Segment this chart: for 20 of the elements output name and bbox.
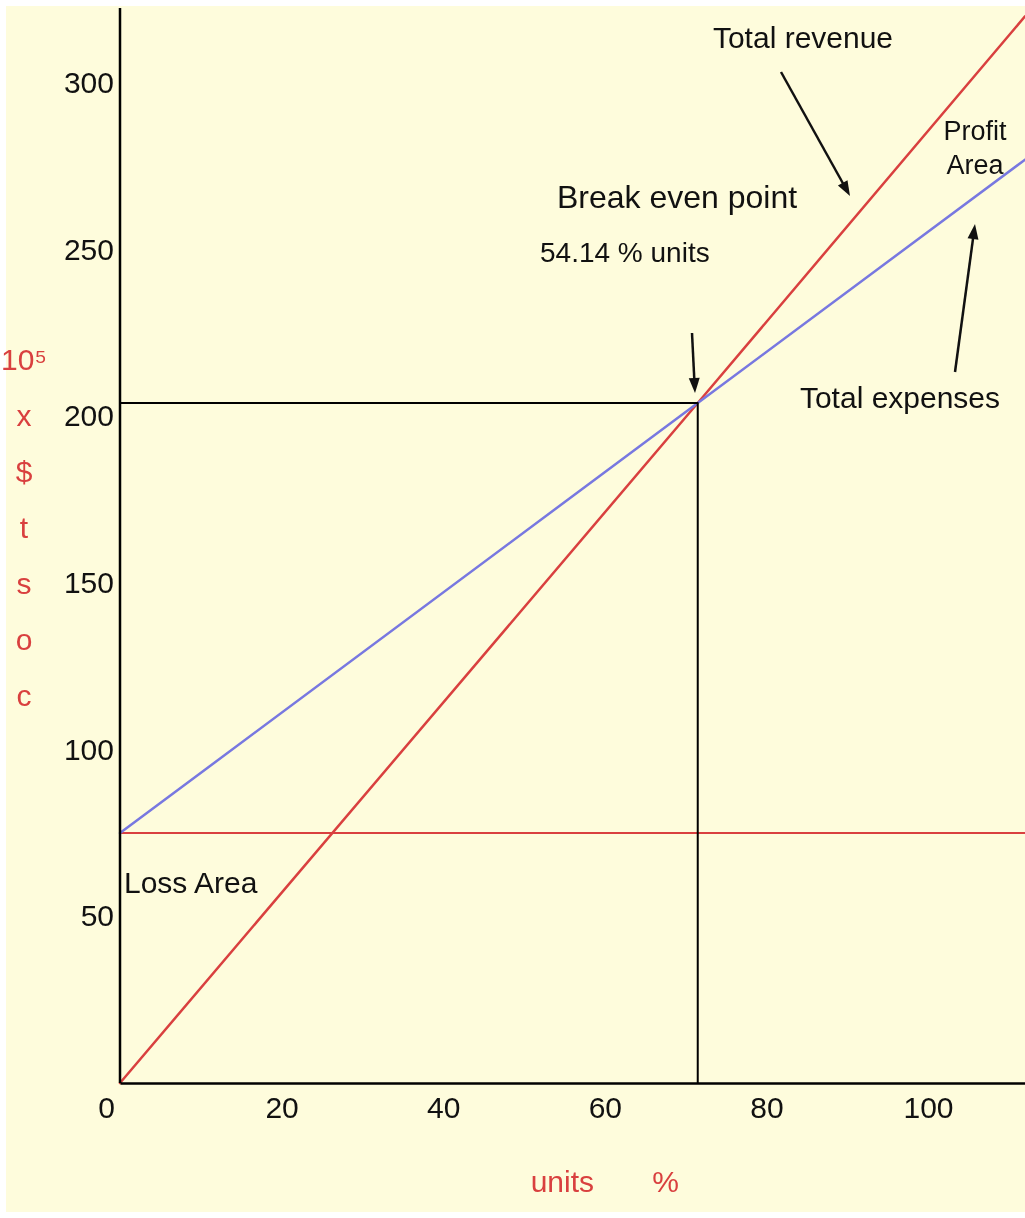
x-tick-label: 60 xyxy=(588,1091,623,1125)
y-tick-label: 150 xyxy=(63,566,114,600)
y-tick-label: 300 xyxy=(63,66,114,100)
y-tick-label: 200 xyxy=(63,399,114,433)
x-tick-label: 80 xyxy=(750,1091,784,1125)
annotation: Break even point xyxy=(556,179,798,215)
x-tick-label: 20 xyxy=(265,1091,299,1125)
annotation: Profit Area xyxy=(943,116,1007,180)
y-axis-title: 10⁵ x $ t s o c xyxy=(1,343,47,712)
x-tick-label: 40 xyxy=(427,1091,461,1125)
x-tick-label: 100 xyxy=(903,1091,954,1125)
text: Total revenue xyxy=(712,21,894,54)
annotation: Loss Area xyxy=(124,866,258,899)
annotation: 54.14 % units xyxy=(540,237,710,268)
y-tick-label: 100 xyxy=(63,732,114,766)
y-tick-label: 250 xyxy=(63,232,114,266)
series-label: Total expenses xyxy=(799,381,1001,414)
y-tick-label: 50 xyxy=(80,899,114,933)
x-axis-title: units % xyxy=(530,1165,680,1198)
x-tick-label: 0 xyxy=(98,1091,115,1125)
